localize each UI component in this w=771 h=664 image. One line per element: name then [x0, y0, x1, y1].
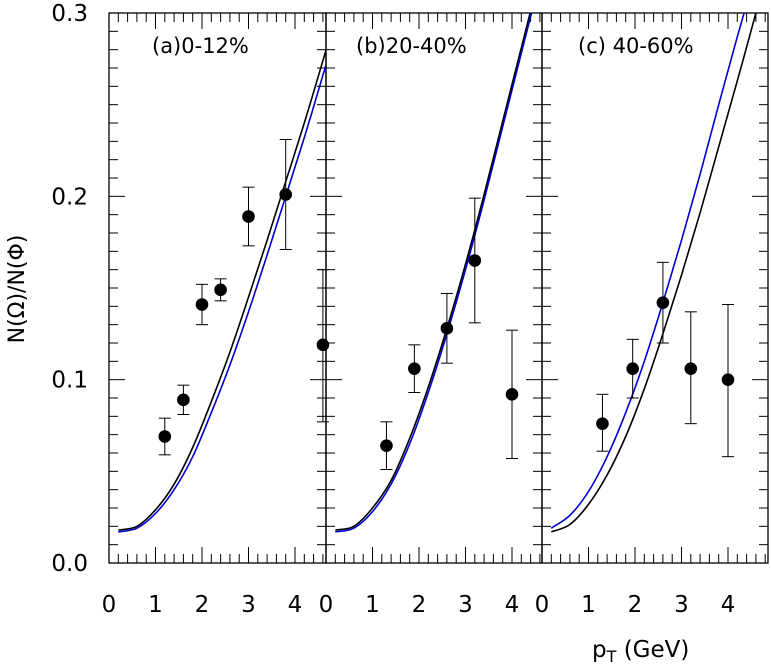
panel-frame-3 [541, 12, 769, 564]
points-layer [158, 139, 735, 470]
curve-blue-panel-1 [118, 61, 326, 533]
data-point [158, 430, 172, 443]
x-axis-label-unit: (GeV) [616, 637, 689, 663]
x-tick-label: 3 [674, 592, 689, 618]
data-point [177, 393, 190, 407]
data-point [408, 362, 421, 375]
x-tick-label: 2 [412, 592, 427, 618]
x-axis-label-sub: T [606, 647, 617, 664]
curve-black-panel-1 [118, 47, 326, 531]
data-point [505, 388, 519, 401]
y-tick-label: 0.2 [51, 184, 88, 210]
x-tick-label: 4 [721, 592, 736, 618]
y-tick-label: 0.3 [51, 1, 88, 27]
x-tick-label: 0 [319, 592, 334, 618]
data-point [626, 362, 639, 375]
x-tick-label: 2 [628, 592, 643, 618]
x-tick-label: 1 [581, 592, 596, 618]
x-tick-label: 2 [195, 592, 210, 618]
data-point [380, 439, 393, 452]
curve-black-panel-3 [551, 13, 757, 533]
data-point [721, 373, 735, 386]
curve-blue-panel-3 [550, 13, 745, 529]
x-axis-label-main: p [592, 637, 607, 663]
labels-layer: N(Ω)/N(Φ) pT (GeV) 0 1 2 3 4 (a)0-12% 0 1 2 3 4 (b)… [5, 1, 735, 664]
data-point [214, 283, 227, 297]
x-tick-label: 0 [535, 592, 550, 618]
x-tick-label: 1 [148, 592, 163, 618]
x-axis-label: pT (GeV) [592, 637, 689, 664]
data-point [195, 298, 209, 311]
x-tick-label: 4 [505, 592, 520, 618]
y-tick-label: 0.0 [51, 551, 88, 577]
data-point [316, 338, 330, 352]
curves-layer [118, 13, 757, 533]
x-tick-label: 0 [102, 592, 117, 618]
data-point [279, 188, 293, 201]
curve-black-panel-2 [335, 13, 531, 531]
panel-label-2: (b)20-40% [356, 34, 467, 58]
panel-label-1: (a)0-12% [152, 34, 249, 58]
y-tick-label: 0.1 [51, 368, 88, 394]
data-point [684, 362, 698, 375]
data-point [440, 322, 454, 335]
x-tick-label: 3 [458, 592, 473, 618]
x-tick-label: 3 [241, 592, 256, 618]
data-point [468, 254, 482, 267]
data-point [596, 417, 609, 430]
data-point [656, 296, 670, 309]
x-tick-label: 1 [365, 592, 380, 618]
panel-label-3: (c) 40-60% [578, 34, 694, 58]
y-axis-label: N(Ω)/N(Φ) [5, 235, 30, 344]
axes-layer [108, 12, 769, 564]
data-point [242, 210, 255, 223]
curve-blue-panel-2 [335, 13, 533, 533]
x-tick-label: 4 [288, 592, 303, 618]
